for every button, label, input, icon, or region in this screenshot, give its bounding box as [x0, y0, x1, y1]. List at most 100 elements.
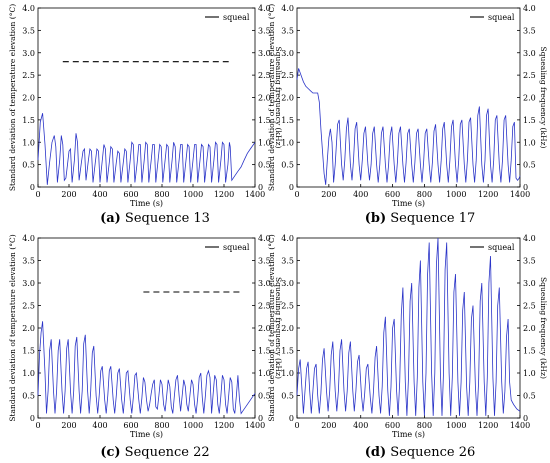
y2-axis-label: Squealing frequency (kHz)	[539, 47, 548, 149]
y-tick-label: 1.5	[281, 116, 294, 125]
y-tick-label: 2.0	[22, 94, 35, 103]
x-tick-label: 1200	[478, 421, 498, 430]
y-tick-label: 2.5	[281, 71, 294, 80]
x-tick-label: 600	[123, 190, 138, 199]
chart-panel: 0 00.5 0.51.0 1.01.5 1.52.0 2.02.5 2.53.0 3.03.…	[267, 4, 548, 208]
chart-panel: 0 00.5 0.51.0 1.01.5 1.52.0 2.02.5 2.53.0 3.03.…	[267, 234, 548, 439]
y-axis-label: Standard deviation of temperature elevat…	[267, 234, 276, 421]
y2-tick-label: 2.0	[523, 324, 536, 333]
x-tick-label: 0	[294, 190, 299, 199]
legend-label: squeal	[223, 13, 250, 22]
legend-label: squeal	[488, 243, 515, 252]
y-tick-label: 0	[30, 414, 35, 423]
caption-d: (d) Sequence 26	[295, 445, 545, 460]
temperature-std-line	[38, 321, 255, 413]
x-tick-label: 0	[35, 421, 40, 430]
y-tick-label: 4.0	[281, 234, 294, 243]
x-tick-label: 200	[61, 421, 76, 430]
x-tick-label: 0	[35, 190, 40, 199]
y-tick-label: 0	[30, 183, 35, 192]
y-tick-label: 4.0	[22, 234, 35, 243]
y-tick-label: 1.5	[22, 116, 35, 125]
y-tick-label: 2.0	[281, 324, 294, 333]
y2-tick-label: 2.5	[523, 71, 536, 80]
x-tick-label: 800	[417, 421, 432, 430]
x-tick-label: 800	[154, 190, 169, 199]
y-tick-label: 0.5	[22, 392, 35, 401]
temperature-std-line	[38, 113, 255, 185]
x-tick-label: 200	[321, 190, 336, 199]
x-tick-label: 1400	[245, 190, 265, 199]
x-tick-label: 1000	[183, 421, 203, 430]
y2-tick-label: 1.0	[523, 369, 536, 378]
y-tick-label: 2.5	[22, 71, 35, 80]
y-tick-label: 1.0	[22, 369, 35, 378]
y-axis-label: Standard deviation of temperature elevat…	[267, 4, 276, 191]
y-tick-label: 0.5	[22, 161, 35, 170]
y-axis-label: Standard deviation of temperature elevat…	[8, 234, 17, 421]
y2-tick-label: 3.5	[523, 26, 536, 35]
y-tick-label: 3.5	[22, 26, 35, 35]
x-tick-label: 1400	[510, 421, 530, 430]
y2-tick-label: 1.0	[523, 138, 536, 147]
temperature-std-line	[297, 68, 520, 184]
y2-tick-label: 1.5	[523, 116, 536, 125]
y2-axis-label: Squealing frequency (kHz)	[539, 277, 548, 379]
x-tick-label: 0	[294, 421, 299, 430]
caption-c: (c) Sequence 22	[30, 445, 280, 460]
y2-tick-label: 0.5	[523, 392, 536, 401]
y2-tick-label: 3.0	[523, 279, 536, 288]
y2-tick-label: 3.0	[523, 49, 536, 58]
y-tick-label: 4.0	[22, 4, 35, 13]
y2-tick-label: 4.0	[523, 234, 536, 243]
caption-b: (b) Sequence 17	[295, 211, 545, 226]
x-axis-label: Time (s)	[130, 199, 163, 208]
y-tick-label: 2.0	[281, 94, 294, 103]
y-tick-label: 0	[289, 183, 294, 192]
y-tick-label: 3.0	[281, 49, 294, 58]
x-tick-label: 200	[61, 190, 76, 199]
y-tick-label: 1.0	[281, 369, 294, 378]
x-tick-label: 400	[353, 190, 368, 199]
y-tick-label: 0.5	[281, 392, 294, 401]
legend-label: squeal	[223, 243, 250, 252]
x-tick-label: 1200	[214, 190, 234, 199]
x-tick-label: 600	[385, 421, 400, 430]
chart-panel: 0 00.5 0.51.0 1.01.5 1.52.0 2.02.5 2.53.0 3.03.…	[8, 234, 283, 439]
x-tick-label: 400	[353, 421, 368, 430]
y-tick-label: 3.5	[22, 257, 35, 266]
y-tick-label: 0.5	[281, 161, 294, 170]
x-tick-label: 600	[385, 190, 400, 199]
y-tick-label: 1.5	[22, 347, 35, 356]
caption-a: (a) Sequence 13	[30, 211, 280, 226]
y2-tick-label: 2.0	[523, 94, 536, 103]
plot-frame	[297, 8, 520, 187]
y-tick-label: 3.5	[281, 257, 294, 266]
y-tick-label: 2.5	[22, 302, 35, 311]
y-tick-label: 3.5	[281, 26, 294, 35]
y2-tick-label: 3.5	[523, 257, 536, 266]
y-tick-label: 1.5	[281, 347, 294, 356]
temperature-std-line	[297, 238, 520, 416]
x-axis-label: Time (s)	[130, 430, 163, 439]
y-tick-label: 2.0	[22, 324, 35, 333]
y2-tick-label: 4.0	[523, 4, 536, 13]
y-tick-label: 1.0	[281, 138, 294, 147]
x-axis-label: Time (s)	[392, 199, 425, 208]
y-tick-label: 2.5	[281, 302, 294, 311]
y2-tick-label: 2.5	[523, 302, 536, 311]
x-tick-label: 1000	[183, 190, 203, 199]
x-tick-label: 1200	[214, 421, 234, 430]
y-tick-label: 4.0	[281, 4, 294, 13]
y-tick-label: 3.0	[22, 279, 35, 288]
y-tick-label: 3.0	[22, 49, 35, 58]
x-tick-label: 1400	[245, 421, 265, 430]
y-tick-label: 3.0	[281, 279, 294, 288]
y-axis-label: Standard deviation of temperature elevat…	[8, 4, 17, 191]
plot-frame	[38, 8, 255, 187]
x-tick-label: 1000	[446, 190, 466, 199]
x-tick-label: 200	[321, 421, 336, 430]
y-tick-label: 0	[289, 414, 294, 423]
x-axis-label: Time (s)	[392, 430, 425, 439]
